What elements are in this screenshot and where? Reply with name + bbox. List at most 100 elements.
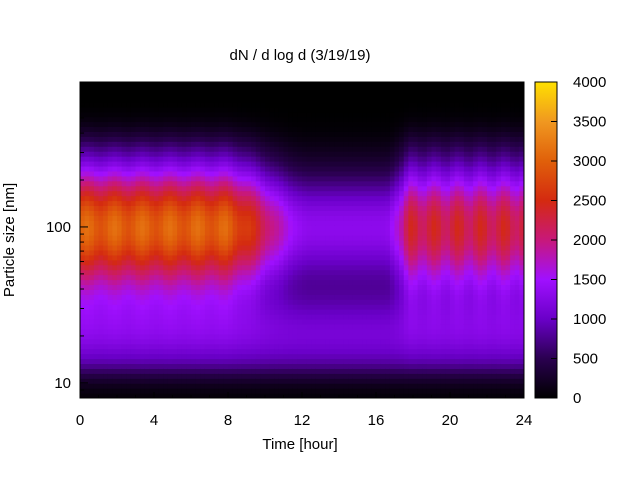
heatmap-cell	[232, 185, 238, 192]
heatmap-cell	[325, 86, 331, 93]
heatmap-cell	[339, 195, 345, 202]
heatmap-cell	[209, 358, 215, 365]
heatmap-cell	[288, 323, 294, 330]
heatmap-cell	[436, 220, 442, 226]
heatmap-cell	[394, 136, 400, 142]
heatmap-cell	[325, 353, 331, 360]
heatmap-cell	[200, 195, 206, 202]
heatmap-cell	[144, 319, 150, 325]
heatmap-cell	[89, 338, 95, 345]
heatmap-cell	[154, 161, 160, 167]
heatmap-cell	[306, 101, 312, 108]
heatmap-cell	[431, 101, 437, 108]
heatmap-cell	[154, 338, 160, 345]
heatmap-cell	[84, 126, 90, 132]
heatmap-cell	[154, 353, 160, 360]
heatmap-cell	[362, 279, 368, 286]
heatmap-cell	[352, 378, 359, 384]
heatmap-cell	[348, 358, 354, 365]
heatmap-cell	[98, 180, 104, 187]
heatmap-cell	[343, 304, 349, 310]
heatmap-cell	[431, 294, 437, 300]
heatmap-cell	[214, 323, 220, 330]
heatmap-cell	[385, 146, 391, 152]
heatmap-cell	[389, 338, 396, 345]
heatmap-cell	[265, 388, 271, 394]
heatmap-cell	[422, 220, 428, 226]
heatmap-cell	[334, 304, 340, 310]
heatmap-cell	[177, 338, 183, 345]
heatmap-cell	[98, 175, 104, 182]
heatmap-cell	[154, 101, 160, 108]
heatmap-cell	[144, 314, 150, 320]
heatmap-cell	[292, 328, 298, 335]
heatmap-cell	[376, 323, 382, 330]
heatmap-cell	[431, 264, 437, 271]
heatmap-cell	[167, 165, 174, 172]
heatmap-cell	[394, 368, 400, 374]
heatmap-cell	[306, 96, 312, 103]
heatmap-cell	[121, 96, 127, 103]
heatmap-cell	[297, 156, 303, 162]
heatmap-cell	[121, 136, 127, 142]
heatmap-cell	[436, 363, 442, 369]
heatmap-cell	[329, 151, 335, 157]
heatmap-cell	[320, 170, 326, 177]
heatmap-cell	[362, 259, 368, 266]
heatmap-cell	[93, 200, 100, 207]
heatmap-cell	[140, 274, 146, 281]
heatmap-cell	[251, 294, 257, 300]
heatmap-cell	[389, 86, 396, 93]
heatmap-cell	[394, 200, 400, 207]
heatmap-cell	[302, 121, 308, 128]
heatmap-cell	[98, 249, 104, 256]
heatmap-cell	[417, 131, 423, 137]
heatmap-cell	[107, 126, 113, 132]
heatmap-cell	[140, 170, 146, 177]
heatmap-cell	[112, 91, 118, 98]
heatmap-cell	[112, 299, 118, 305]
heatmap-cell	[371, 156, 377, 162]
heatmap-cell	[325, 91, 331, 98]
heatmap-cell	[177, 358, 183, 365]
heatmap-cell	[334, 319, 340, 325]
heatmap-cell	[107, 111, 113, 118]
heatmap-cell	[232, 294, 238, 300]
heatmap-cell	[130, 161, 137, 167]
heatmap-cell	[214, 368, 220, 374]
heatmap-cell	[394, 101, 400, 108]
heatmap-cell	[408, 136, 414, 142]
heatmap-cell	[436, 343, 442, 350]
heatmap-cell	[163, 141, 169, 147]
heatmap-cell	[315, 86, 322, 93]
heatmap-cell	[186, 353, 192, 360]
heatmap-cell	[200, 383, 206, 389]
heatmap-cell	[89, 205, 95, 211]
heatmap-cell	[84, 368, 90, 374]
heatmap-cell	[112, 205, 118, 211]
heatmap-cell	[181, 279, 187, 286]
heatmap-cell	[380, 353, 386, 360]
heatmap-cell	[112, 319, 118, 325]
heatmap-cell	[422, 156, 428, 162]
heatmap-cell	[315, 170, 322, 177]
heatmap-cell	[255, 116, 261, 123]
heatmap-cell	[181, 368, 187, 374]
heatmap-cell	[413, 388, 419, 394]
heatmap-cell	[320, 319, 326, 325]
heatmap-cell	[195, 126, 201, 132]
heatmap-cell	[112, 185, 118, 192]
heatmap-cell	[352, 388, 359, 394]
heatmap-cell	[288, 175, 294, 182]
heatmap-cell	[158, 180, 164, 187]
heatmap-cell	[167, 314, 174, 320]
heatmap-cell	[403, 383, 409, 389]
heatmap-cell	[339, 383, 345, 389]
heatmap-cell	[288, 111, 294, 118]
heatmap-cell	[172, 101, 178, 108]
heatmap-cell	[306, 180, 312, 187]
heatmap-cell	[288, 195, 294, 202]
heatmap-cell	[144, 338, 150, 345]
heatmap-cell	[283, 161, 289, 167]
heatmap-cell	[315, 388, 322, 394]
